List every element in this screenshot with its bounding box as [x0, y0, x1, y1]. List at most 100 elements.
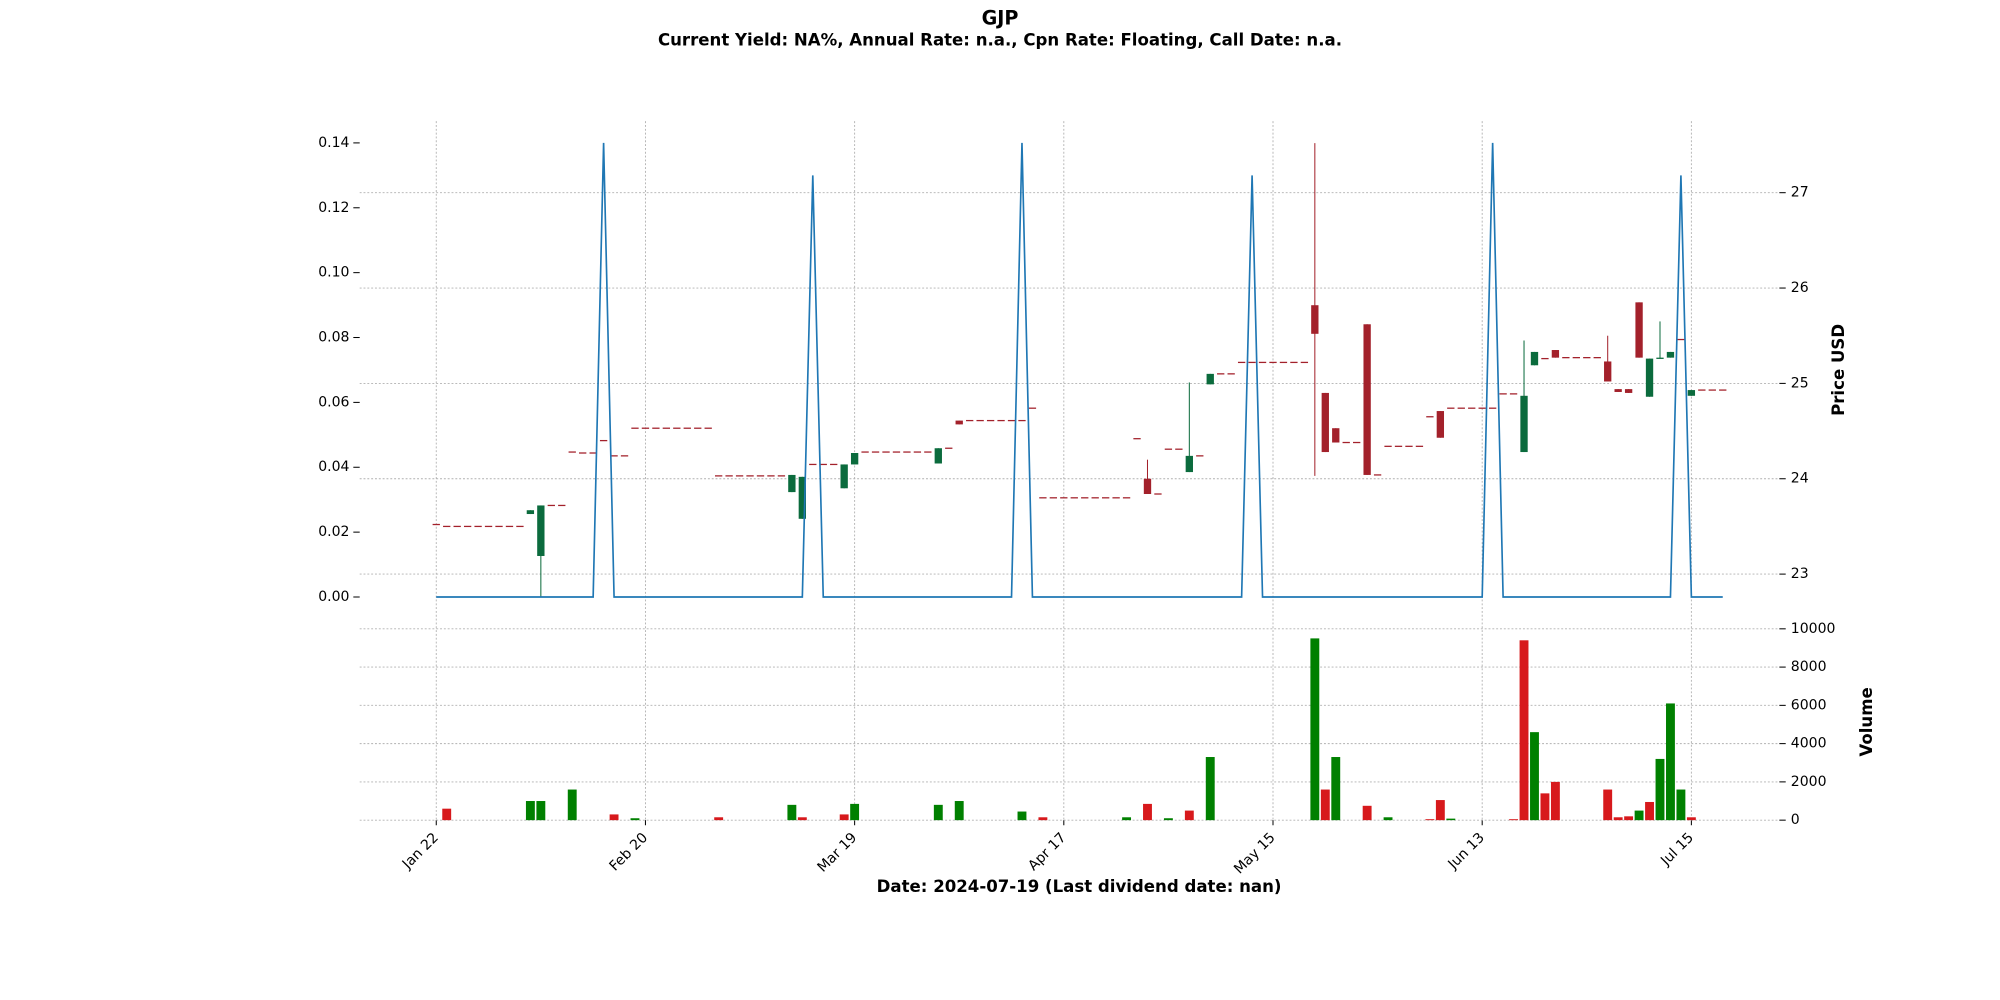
volume-bar: [839, 814, 849, 821]
volume-bar: [933, 804, 943, 821]
volume-bar: [1645, 801, 1654, 821]
y-tick-label: 6000: [1791, 697, 1827, 713]
candle-body: [1206, 373, 1214, 385]
volume-bar: [1666, 703, 1675, 821]
y2-tick-label: 25: [1791, 375, 1809, 391]
candle-body: [798, 476, 806, 519]
volume-bar: [1509, 819, 1519, 821]
volume-bar: [1310, 638, 1320, 821]
candle-body: [537, 505, 545, 556]
volume-bar: [1362, 805, 1372, 821]
x-tick-label: Feb 20: [606, 830, 651, 875]
x-axis-label: Date: 2024-07-19 (Last dividend date: na…: [877, 877, 1282, 896]
volume-bar: [1017, 811, 1027, 821]
candle-body: [1185, 455, 1193, 473]
y2-tick-label: 24: [1791, 471, 1809, 487]
x-tick-label: Jul 15: [1657, 830, 1697, 870]
y2-axis-label: Price USD: [1829, 324, 1848, 416]
y2-tick-label: 23: [1791, 566, 1809, 582]
volume-bar: [525, 801, 535, 821]
volume-axis-label: Volume: [1857, 687, 1876, 756]
candle-body: [1311, 305, 1319, 334]
y-tick-label: 0.02: [318, 524, 349, 540]
y2-tick-label: 26: [1791, 280, 1809, 296]
yield-line: [436, 142, 1723, 598]
volume-bar: [1425, 819, 1435, 821]
x-tick-label: Jan 22: [399, 830, 442, 873]
y-tick-label: 4000: [1791, 736, 1827, 752]
y-tick-label: 0.10: [318, 265, 349, 281]
volume-bar: [1613, 817, 1623, 821]
candle-body: [1604, 361, 1612, 382]
candle-body: [1635, 302, 1643, 358]
x-tick-label: May 15: [1231, 830, 1279, 878]
candle-body: [1520, 395, 1528, 453]
x-tick-label: Jun 13: [1445, 830, 1488, 873]
candle-body: [1363, 324, 1371, 475]
candle-body: [955, 420, 963, 425]
y2-tick-label: 27: [1791, 185, 1809, 201]
candle-body: [850, 453, 859, 465]
candle-body: [934, 448, 942, 464]
volume-bar: [1143, 803, 1152, 821]
volume-bar: [1530, 732, 1539, 821]
y-tick-label: 8000: [1791, 659, 1827, 675]
volume-bar: [850, 803, 860, 821]
volume-bar: [954, 801, 964, 821]
volume-bar: [609, 814, 619, 821]
volume-bar: [1550, 781, 1560, 821]
volume-bar: [1634, 810, 1644, 821]
candle-body: [526, 510, 535, 515]
volume-bar: [536, 801, 546, 821]
volume-bar: [787, 804, 797, 821]
y-tick-label: 0.00: [318, 589, 349, 605]
y-tick-label: 0.14: [318, 135, 349, 151]
volume-bar: [1184, 810, 1194, 821]
volume-bar: [797, 817, 807, 821]
y-tick-label: 0: [1791, 812, 1800, 828]
volume-bar: [1163, 818, 1173, 821]
volume-bar: [1676, 789, 1686, 821]
y-tick-label: 0.06: [318, 394, 349, 410]
candle-body: [1656, 357, 1664, 359]
candle-body: [1614, 389, 1622, 392]
candle-body: [1624, 389, 1633, 393]
chart-title: GJP: [982, 7, 1019, 30]
candle-body: [1332, 428, 1340, 443]
volume-bar: [1435, 800, 1445, 821]
candle-body: [1436, 411, 1445, 438]
candle-body: [1321, 392, 1329, 453]
volume-bar: [1655, 758, 1665, 821]
candle-body: [1530, 351, 1539, 366]
volume-bar: [1122, 817, 1132, 821]
candle-body: [1551, 350, 1560, 358]
y-tick-label: 0.08: [318, 330, 349, 346]
volume-bar: [1038, 817, 1048, 821]
candle-body: [1143, 478, 1152, 495]
volume-bar: [1205, 757, 1215, 821]
volume-bar: [1540, 793, 1550, 821]
volume-bar: [567, 789, 577, 821]
x-tick-label: Apr 17: [1025, 830, 1069, 874]
volume-bar: [442, 808, 452, 821]
volume-bar: [1320, 789, 1330, 821]
candle-body: [1645, 358, 1654, 397]
volume-bar: [1603, 789, 1613, 821]
volume-bar: [714, 817, 724, 821]
volume-bar: [1383, 817, 1393, 821]
y-tick-label: 10000: [1791, 621, 1836, 637]
y-tick-label: 2000: [1791, 774, 1827, 790]
volume-bar: [630, 818, 640, 821]
y-tick-label: 0.12: [318, 200, 349, 216]
candle-body: [1687, 390, 1696, 396]
volume-bar: [1519, 640, 1529, 821]
y-tick-label: 0.04: [318, 459, 349, 475]
volume-bar: [1686, 817, 1696, 821]
x-tick-label: Mar 19: [815, 830, 861, 876]
candle-body: [840, 464, 848, 489]
candle-body: [1666, 351, 1675, 358]
candle-body: [788, 474, 796, 493]
chart-subtitle: Current Yield: NA%, Annual Rate: n.a., C…: [658, 30, 1342, 49]
volume-bar: [1624, 816, 1634, 821]
